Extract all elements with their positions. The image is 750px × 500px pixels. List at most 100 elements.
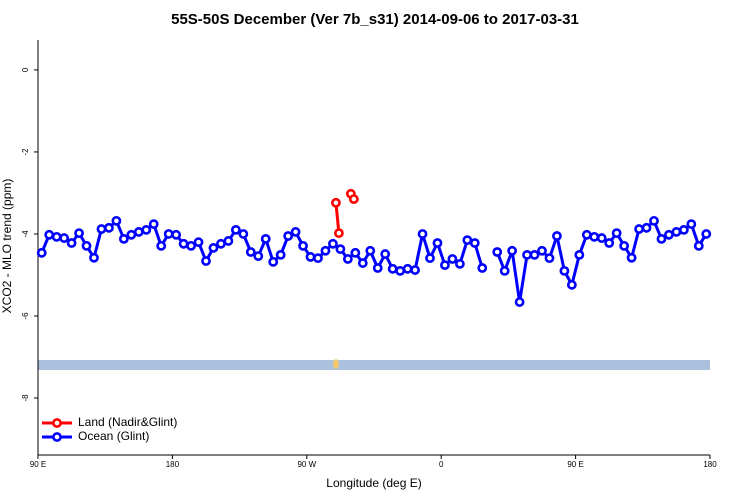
point	[417, 229, 428, 239]
point	[372, 263, 383, 273]
x-tick-label: 0	[439, 460, 444, 469]
point	[596, 233, 607, 243]
point	[163, 229, 174, 239]
point	[268, 256, 279, 267]
point	[693, 240, 704, 251]
point	[402, 263, 413, 274]
point	[365, 245, 376, 256]
point	[686, 219, 697, 230]
point	[141, 224, 152, 235]
point	[133, 227, 144, 237]
point	[566, 279, 577, 290]
point	[193, 237, 204, 248]
point	[245, 247, 256, 257]
y-tick-label: -8	[21, 394, 30, 402]
y-tick-label: -2	[21, 148, 30, 156]
point	[178, 238, 189, 249]
point	[305, 252, 316, 262]
legend-label: Land (Nadir&Glint)	[78, 415, 177, 429]
point	[156, 240, 167, 251]
point	[649, 215, 659, 226]
point	[51, 231, 62, 242]
point	[380, 249, 391, 259]
point	[283, 231, 294, 241]
legend-marker	[52, 418, 62, 428]
x-tick-label: 180	[166, 460, 180, 469]
y-tick-label: 0	[21, 67, 30, 72]
point	[328, 238, 338, 249]
point	[589, 231, 600, 242]
point	[201, 256, 211, 266]
point	[66, 238, 77, 248]
point	[81, 240, 92, 251]
point	[260, 233, 271, 244]
point	[208, 243, 219, 253]
legend-label: Ocean (Glint)	[78, 429, 149, 443]
point	[559, 265, 570, 276]
point	[350, 247, 361, 258]
point	[671, 227, 682, 237]
point	[186, 240, 196, 251]
point	[425, 253, 435, 264]
point	[499, 265, 510, 276]
point	[298, 240, 308, 251]
point	[230, 224, 241, 235]
point	[454, 259, 465, 269]
point	[664, 229, 674, 240]
x-tick-label: 180	[703, 460, 717, 469]
point	[275, 249, 286, 260]
point	[118, 233, 129, 244]
point	[223, 236, 234, 246]
y-tick-label: -4	[21, 230, 30, 238]
point	[492, 247, 503, 257]
point	[604, 238, 615, 248]
point	[514, 297, 525, 307]
point	[320, 245, 331, 256]
point	[619, 240, 630, 251]
point	[462, 235, 473, 246]
point	[313, 253, 323, 264]
point	[96, 224, 107, 234]
legend-marker	[52, 432, 62, 442]
chart-title: 55S-50S December (Ver 7b_s31) 2014-09-06…	[171, 11, 579, 28]
point	[469, 238, 480, 248]
point	[148, 219, 159, 230]
point	[59, 233, 70, 243]
point	[111, 215, 122, 226]
point	[678, 224, 689, 235]
point	[36, 247, 47, 258]
point	[126, 229, 137, 240]
point	[171, 229, 182, 240]
point	[522, 249, 532, 260]
point	[656, 233, 667, 244]
point	[335, 244, 346, 255]
point	[357, 258, 368, 268]
point	[574, 249, 585, 260]
point	[395, 265, 406, 276]
point	[701, 229, 712, 239]
point	[216, 238, 226, 249]
x-tick-label: 90 E	[567, 460, 583, 469]
y-tick-label: -6	[21, 312, 30, 320]
point	[410, 265, 420, 275]
point	[348, 194, 359, 205]
point	[529, 249, 540, 260]
point	[334, 228, 344, 239]
point	[387, 263, 398, 274]
point	[89, 252, 99, 263]
point	[238, 229, 249, 239]
point	[634, 224, 644, 234]
point	[626, 252, 637, 263]
point	[552, 231, 562, 241]
point	[611, 228, 622, 239]
point	[507, 245, 518, 256]
x-tick-label: 90 W	[297, 460, 316, 469]
point	[253, 251, 264, 262]
point	[342, 254, 353, 264]
x-axis-label: Longitude (deg E)	[326, 476, 421, 490]
point	[581, 229, 592, 240]
point	[477, 263, 488, 273]
point	[331, 197, 341, 208]
point	[544, 253, 555, 264]
